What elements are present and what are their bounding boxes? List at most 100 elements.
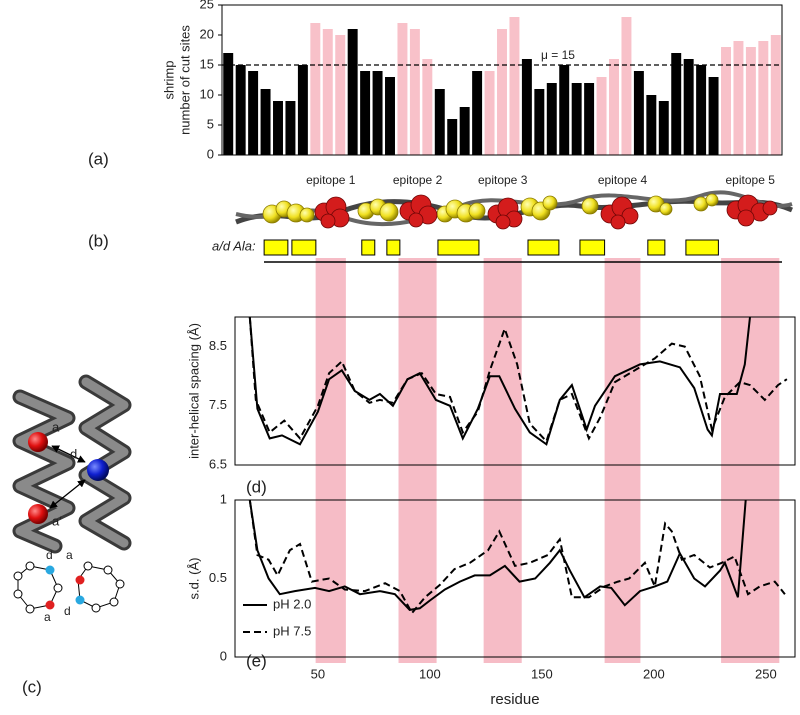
panel-label: (c) xyxy=(22,677,42,696)
y-tick-label: 10 xyxy=(200,86,214,101)
bar xyxy=(223,53,234,155)
epitope-label: epitope 4 xyxy=(598,173,648,187)
epitope-label: epitope 3 xyxy=(478,173,528,187)
data-line xyxy=(248,316,788,444)
legend-label: pH 7.5 xyxy=(273,623,311,638)
helix-diagram xyxy=(12,374,132,614)
panel-label: (e) xyxy=(246,651,267,670)
epitope-label: epitope 5 xyxy=(726,173,776,187)
y-tick-label: 0 xyxy=(220,648,227,663)
bar xyxy=(235,65,246,155)
data-line xyxy=(248,499,786,615)
y-tick-label: 0 xyxy=(207,146,214,161)
bar xyxy=(745,47,756,155)
bar xyxy=(708,77,719,155)
bar xyxy=(459,107,470,155)
bar xyxy=(696,65,707,155)
panel-label: (a) xyxy=(88,149,109,168)
bar xyxy=(633,71,644,155)
bar xyxy=(571,83,582,155)
bar xyxy=(372,71,383,155)
protein-structure xyxy=(235,190,794,230)
x-axis-title: residue xyxy=(490,691,539,708)
bar xyxy=(621,17,632,155)
x-tick-label: 250 xyxy=(755,666,777,681)
bar xyxy=(584,83,595,155)
epitope-band xyxy=(398,258,437,663)
wheel-label: d xyxy=(64,604,71,618)
epitope-bands xyxy=(315,258,780,663)
ala-region xyxy=(647,239,666,256)
bar xyxy=(297,65,308,155)
bar xyxy=(497,29,507,155)
bar xyxy=(422,59,433,155)
bar xyxy=(559,65,570,155)
epitope-band xyxy=(315,258,346,663)
bar xyxy=(484,71,495,155)
x-tick-label: 50 xyxy=(311,666,325,681)
y-tick-label: 7.5 xyxy=(209,397,227,412)
ala-region xyxy=(579,239,606,256)
ala-region xyxy=(685,239,719,256)
y-tick-label: 5 xyxy=(207,116,214,131)
ala-regions xyxy=(263,239,719,256)
y-axis-title: s.d. (Å) xyxy=(186,558,201,600)
bar xyxy=(472,71,483,155)
ala-region xyxy=(263,239,289,256)
bar xyxy=(646,95,657,155)
bar xyxy=(683,59,694,155)
bar xyxy=(447,119,458,155)
helix-label: a′ xyxy=(52,513,62,528)
bar xyxy=(273,101,283,155)
plot-frame xyxy=(234,316,796,466)
bar xyxy=(310,23,321,155)
bar xyxy=(260,89,271,155)
helix-label: a xyxy=(52,419,60,434)
ala-region xyxy=(361,239,376,256)
bar xyxy=(248,71,259,155)
epitope-label: epitope 1 xyxy=(306,173,356,187)
y-tick-label: 6.5 xyxy=(209,456,227,471)
y-tick-label: 20 xyxy=(200,26,214,41)
data-line xyxy=(248,316,751,446)
y-axis-title: shrimp xyxy=(161,60,176,99)
plot-frame xyxy=(234,499,796,658)
bar xyxy=(733,41,744,155)
y-axis-title: inter-helical spacing (Å) xyxy=(186,323,201,459)
bar xyxy=(360,71,371,155)
ala-region xyxy=(291,239,317,256)
bar xyxy=(596,77,607,155)
epitope-label: epitope 2 xyxy=(393,173,443,187)
bar xyxy=(721,47,731,155)
bar xyxy=(758,41,769,155)
bar xyxy=(335,35,346,155)
wheel-label: d xyxy=(46,548,53,562)
bar xyxy=(385,77,395,155)
ala-label: a/d Ala: xyxy=(212,238,256,253)
y-tick-label: 25 xyxy=(200,0,214,11)
panel-label: (d) xyxy=(246,477,267,496)
bar xyxy=(770,35,781,155)
y-tick-label: 1 xyxy=(220,491,227,506)
bar xyxy=(658,101,669,155)
bar xyxy=(671,53,682,155)
epitope-band xyxy=(721,258,780,663)
bar xyxy=(534,89,545,155)
x-tick-label: 200 xyxy=(643,666,665,681)
bar xyxy=(546,83,557,155)
ala-region xyxy=(527,239,560,256)
bar xyxy=(509,17,520,155)
bar xyxy=(347,29,358,155)
y-axis-title: number of cut sites xyxy=(177,25,192,135)
bar xyxy=(322,29,333,155)
bar xyxy=(409,29,420,155)
wheel-label: a xyxy=(66,548,73,562)
plot-frame xyxy=(221,4,783,156)
ala-region xyxy=(386,239,401,256)
bar xyxy=(609,59,619,155)
ala-region xyxy=(437,239,480,256)
y-tick-label: 15 xyxy=(200,56,214,71)
